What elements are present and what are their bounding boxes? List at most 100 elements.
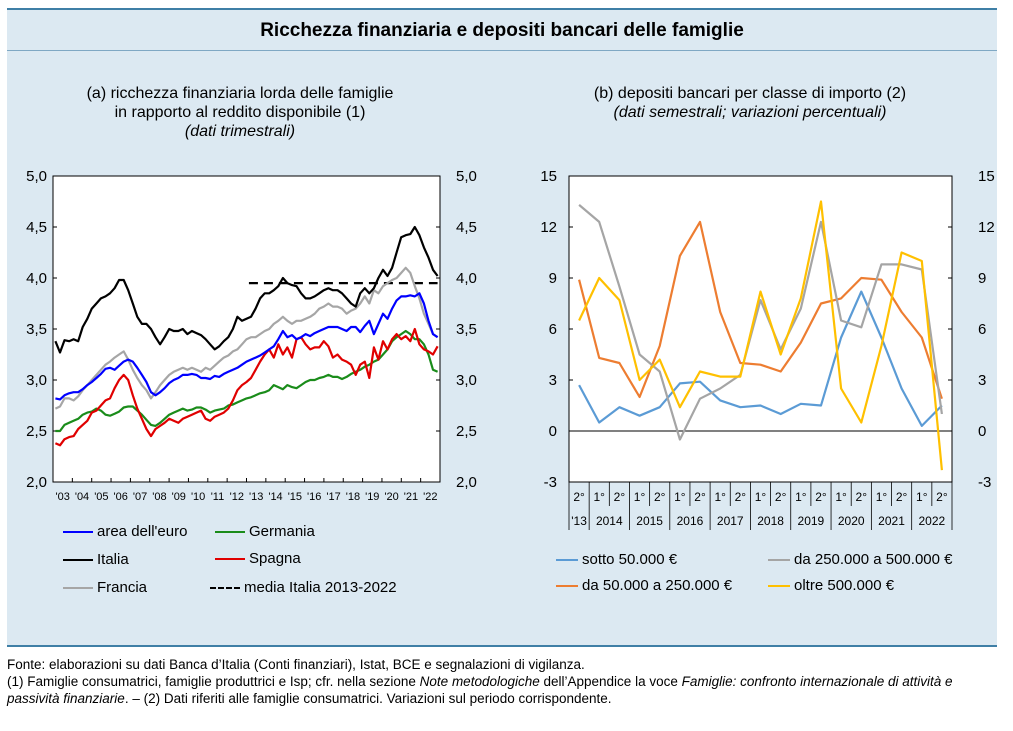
y-tick-label-right-a: 2,0 xyxy=(456,474,477,491)
y-tick-label-right-b: 0 xyxy=(978,423,986,440)
y-tick-label-right-a: 5,0 xyxy=(456,168,477,185)
x-sem-label-b: 2° xyxy=(856,490,868,504)
y-tick-label-left-a: 3,0 xyxy=(26,372,47,389)
legend-label-euro: area dell'euro xyxy=(97,523,188,540)
y-tick-label-left-b: 12 xyxy=(540,219,557,236)
legend-swatch-italia xyxy=(63,558,93,561)
y-tick-label-right-b: 3 xyxy=(978,372,986,389)
footnote-text-3: dell’Appendice la voce xyxy=(539,674,682,689)
y-tick-label-left-a: 5,0 xyxy=(26,168,47,185)
y-tick-label-left-a: 2,5 xyxy=(26,423,47,440)
x-tick-label-a: '21 xyxy=(404,491,418,503)
x-tick-label-a: '08 xyxy=(152,491,166,503)
chart-a-title-line1: (a) ricchezza finanziaria lorda delle fa… xyxy=(86,85,394,102)
chart-a-title-line2: in rapporto al reddito disponibile (1) xyxy=(114,104,366,121)
footnote-text-5: . – (2) Dati riferiti alle famiglie cons… xyxy=(124,691,612,706)
x-tick-label-a: '13 xyxy=(249,491,263,503)
legend-label-oltre: oltre 500.000 € xyxy=(794,577,895,594)
legend-swatch-spagna xyxy=(215,557,245,560)
x-tick-label-a: '17 xyxy=(326,491,340,503)
x-sem-label-b: 2° xyxy=(815,490,827,504)
chart-b-title: (b) depositi bancari per classe di impor… xyxy=(535,84,965,122)
legend-swatch-oltre xyxy=(768,584,790,587)
x-sem-label-b: 1° xyxy=(795,490,807,504)
x-sem-label-b: 2° xyxy=(775,490,787,504)
legend-swatch-francia xyxy=(63,586,93,589)
x-tick-label-a: '11 xyxy=(211,491,225,503)
y-tick-label-right-a: 3,0 xyxy=(456,372,477,389)
y-tick-label-right-b: 15 xyxy=(978,168,995,185)
y-tick-label-left-b: 3 xyxy=(549,372,557,389)
x-year-label-b: 2022 xyxy=(918,514,945,528)
legend-swatch-germania xyxy=(215,530,245,533)
y-tick-label-right-b: -3 xyxy=(978,474,991,491)
x-sem-label-b: 1° xyxy=(916,490,928,504)
footnote-text-2: Note metodologiche xyxy=(419,674,540,689)
legend-label-sotto: sotto 50.000 € xyxy=(582,551,678,568)
x-tick-label-a: '22 xyxy=(423,491,437,503)
series-line-da250 xyxy=(578,204,943,441)
legend-swatch-sotto xyxy=(556,558,578,561)
footnote-notes: (1) Famiglie consumatrici, famiglie prod… xyxy=(7,673,997,707)
chart-b-title-line1: (b) depositi bancari per classe di impor… xyxy=(593,85,907,102)
x-tick-label-a: '09 xyxy=(172,491,186,503)
footnote-text-4: Famiglie: confronto internazionale di at… xyxy=(7,674,953,706)
legend-item-germania: Germania xyxy=(215,523,315,540)
series-line-germania xyxy=(55,329,439,433)
y-tick-label-left-b: -3 xyxy=(544,474,557,491)
x-tick-label-a: '07 xyxy=(133,491,147,503)
chart-a-subtitle: (dati trimestrali) xyxy=(184,123,296,140)
x-sem-label-b: 2° xyxy=(735,490,747,504)
legend-swatch-da250 xyxy=(768,558,790,561)
x-year-label-b: 2021 xyxy=(878,514,905,528)
footnote-text-1: (1) Famiglie consumatrici, famiglie prod… xyxy=(7,674,420,689)
x-sem-label-b: 1° xyxy=(634,490,646,504)
x-tick-label-a: '19 xyxy=(365,491,379,503)
chart-a: 2,0 2,0 2,5 2,5 3,0 3,0 3,5 3,5 4,0 4,0 4,5 4,5 5,0 5… xyxy=(26,168,477,503)
legend-item-euro: area dell'euro xyxy=(63,523,187,540)
x-tick-label-a: '03 xyxy=(56,491,70,503)
x-year-label-b: '13 xyxy=(571,514,587,528)
x-tick-label-a: '05 xyxy=(94,491,108,503)
x-tick-label-a: '14 xyxy=(268,491,282,503)
x-year-label-b: 2015 xyxy=(636,514,663,528)
chart-a-title: (a) ricchezza finanziaria lorda delle fa… xyxy=(20,84,460,141)
x-sem-label-b: 1° xyxy=(835,490,847,504)
y-tick-label-left-b: 9 xyxy=(549,270,557,287)
x-sem-label-b: 2° xyxy=(936,490,948,504)
x-sem-label-b: 2° xyxy=(654,490,666,504)
series-line-euro xyxy=(55,292,439,401)
legend-label-germania: Germania xyxy=(249,523,315,540)
legend-item-oltre: oltre 500.000 € xyxy=(768,577,894,594)
legend-label-da250: da 250.000 a 500.000 € xyxy=(794,551,953,568)
x-sem-label-b: 2° xyxy=(896,490,908,504)
figure-title: Ricchezza finanziaria e depositi bancari… xyxy=(260,20,744,41)
y-tick-label-right-a: 3,5 xyxy=(456,321,477,338)
series-line-italia xyxy=(54,225,439,354)
y-tick-label-left-b: 0 xyxy=(549,423,557,440)
x-sem-label-b: 2° xyxy=(694,490,706,504)
legend-swatch-da50 xyxy=(556,584,578,587)
legend-label-spagna: Spagna xyxy=(249,550,301,567)
legend-item-francia: Francia xyxy=(63,579,147,596)
legend-item-da50: da 50.000 a 250.000 € xyxy=(556,577,732,594)
series-line-sotto xyxy=(578,290,943,427)
x-sem-label-b: 1° xyxy=(876,490,888,504)
legend-label-media: media Italia 2013-2022 xyxy=(244,579,397,596)
chart-b-subtitle: (dati semestrali; variazioni percentuali… xyxy=(613,104,887,121)
x-year-label-b: 2016 xyxy=(677,514,704,528)
legend-label-italia: Italia xyxy=(97,551,129,568)
y-tick-label-left-b: 15 xyxy=(540,168,557,185)
chart-b: -3 -3 0 0 3 3 6 6 9 9 12 12 15 15 2° 1° 2° 1° 2° 1° 2° 1° 2° 1°… xyxy=(540,168,995,530)
x-year-label-b: 2017 xyxy=(717,514,744,528)
x-tick-label-a: '16 xyxy=(307,491,321,503)
legend-swatch-media xyxy=(210,586,240,589)
footnote-source: Fonte: elaborazioni su dati Banca d’Ital… xyxy=(7,657,585,672)
legend-swatch-euro xyxy=(63,530,93,533)
x-sem-label-b: 2° xyxy=(573,490,585,504)
x-tick-label-a: '06 xyxy=(114,491,128,503)
y-tick-label-right-b: 6 xyxy=(978,321,986,338)
series-line-da50 xyxy=(578,220,943,400)
legend-item-da250: da 250.000 a 500.000 € xyxy=(768,551,952,568)
legend-item-spagna: Spagna xyxy=(215,550,301,567)
